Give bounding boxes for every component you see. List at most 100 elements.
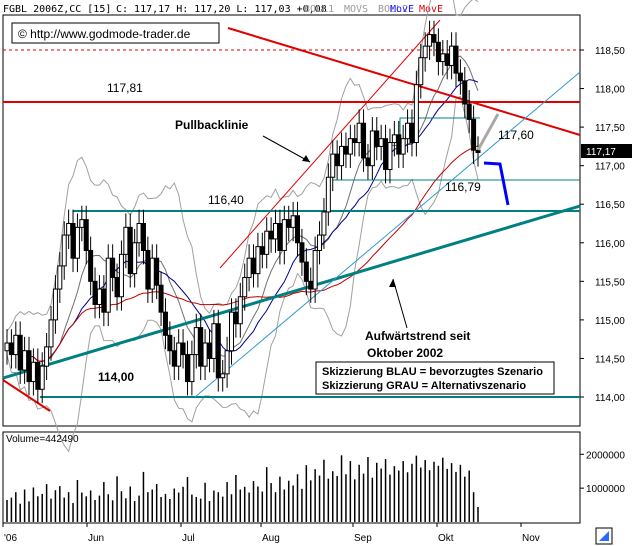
price-tick-label: 118,00 — [595, 85, 625, 96]
candle-body — [35, 361, 41, 390]
price-tick-label: 116,00 — [595, 239, 625, 250]
price-tick-label: 115,00 — [595, 316, 625, 327]
candle-body — [352, 138, 358, 144]
candle-body — [466, 103, 472, 120]
candle-body — [39, 365, 45, 390]
indicator-boll2: BOLL2 — [378, 4, 408, 15]
candle-body — [211, 323, 217, 359]
candle-body — [387, 142, 393, 171]
candle-body — [462, 80, 468, 105]
candle-body — [44, 346, 50, 367]
level-label-11679: 116,79 — [445, 180, 481, 194]
indicator-move-blue: MovE — [390, 4, 414, 15]
candle-body — [189, 354, 195, 383]
candle-body — [74, 226, 80, 259]
candle-body — [365, 157, 371, 167]
candle-body — [431, 34, 437, 43]
price-tick-label: 118,50 — [595, 46, 625, 57]
corner-icon[interactable] — [599, 531, 609, 541]
candle-body — [114, 276, 120, 298]
candle-body — [259, 246, 265, 255]
candle-body — [61, 234, 67, 267]
price-tick-label: 114,50 — [595, 354, 625, 365]
candle-body — [299, 242, 305, 263]
candle-body — [132, 242, 138, 275]
candle-body — [180, 342, 186, 356]
candle-body — [118, 253, 124, 298]
candle-body — [295, 215, 301, 244]
bollinger-upper — [6, 0, 479, 332]
time-tick-label: Jun — [88, 533, 104, 544]
candle-body — [237, 296, 243, 325]
candle-body — [184, 354, 190, 383]
candle-body — [405, 122, 411, 140]
candle-body — [13, 334, 19, 356]
trend-pointer — [392, 278, 408, 329]
candle-body — [409, 122, 415, 144]
candle-body — [228, 311, 234, 352]
candle-body — [83, 219, 89, 251]
candle-body — [281, 219, 287, 251]
pullback-pointer — [262, 135, 311, 163]
candle-body — [158, 284, 164, 313]
price-tick-label: 117,00 — [595, 162, 625, 173]
candle-body — [224, 350, 230, 375]
candle-body — [242, 276, 248, 298]
candle-body — [418, 57, 424, 86]
candle-body — [268, 230, 274, 240]
candle-body — [8, 342, 14, 356]
level-label-11640: 116,40 — [208, 193, 244, 207]
volume-axis: 2000000 1000000 — [580, 450, 625, 495]
level-label-11781: 117,81 — [107, 81, 143, 95]
candle-body — [444, 53, 450, 66]
time-tick-label: '06 — [4, 533, 17, 544]
quote-text: C: 117,17 H: 117,20 L: 117,03 +0,08 — [116, 4, 327, 15]
candle-body — [330, 153, 336, 178]
scenario-blue-arrow — [483, 161, 510, 206]
candle-body — [96, 288, 102, 305]
candle-body — [246, 257, 252, 278]
scenario-grey-arrow — [476, 113, 500, 151]
candle-body — [105, 257, 111, 313]
candle-body — [123, 226, 129, 255]
indicator-move-red: MovE — [419, 4, 443, 15]
candle-body — [378, 138, 384, 147]
time-tick-label: Sep — [354, 533, 372, 544]
red-channel-line — [219, 19, 441, 269]
candle-body — [215, 323, 221, 379]
candle-body — [413, 84, 419, 144]
candle-layer — [4, 20, 481, 404]
candle-body — [317, 234, 323, 251]
candle-body — [334, 153, 340, 167]
indicator-movs: MOVS — [344, 4, 368, 15]
candle-body — [4, 342, 10, 352]
candle-body — [325, 176, 331, 213]
candle-body — [457, 72, 463, 82]
candle-body — [162, 311, 168, 336]
candle-body — [343, 145, 349, 155]
time-tick-label: Jul — [182, 533, 195, 544]
scenario-layer — [476, 113, 510, 206]
trendline-layer — [2, 19, 581, 412]
candle-body — [193, 327, 199, 356]
legend-grey-text: Skizzierung GRAU = Alternativszenario — [322, 380, 526, 392]
candle-body — [475, 149, 481, 154]
candle-body — [303, 261, 309, 282]
uptrend-line — [2, 204, 581, 380]
candle-body — [167, 334, 173, 352]
candle-body — [92, 280, 98, 305]
bottom-red-line — [2, 379, 51, 412]
candle-body — [369, 130, 375, 167]
pullback-label: Pullbacklinie — [175, 118, 249, 132]
watermark-text[interactable]: © http://www.godmode-trader.de — [18, 27, 191, 41]
candle-body — [290, 215, 296, 228]
candle-body — [127, 226, 133, 275]
candle-body — [145, 249, 151, 290]
volume-pane — [2, 431, 581, 524]
candle-body — [308, 280, 314, 290]
candle-body — [255, 246, 261, 275]
pullback-arrowhead — [302, 155, 310, 162]
time-axis: '06 Jun Jul Aug Sep Okt Nov — [2, 523, 540, 544]
candle-body — [30, 361, 36, 383]
